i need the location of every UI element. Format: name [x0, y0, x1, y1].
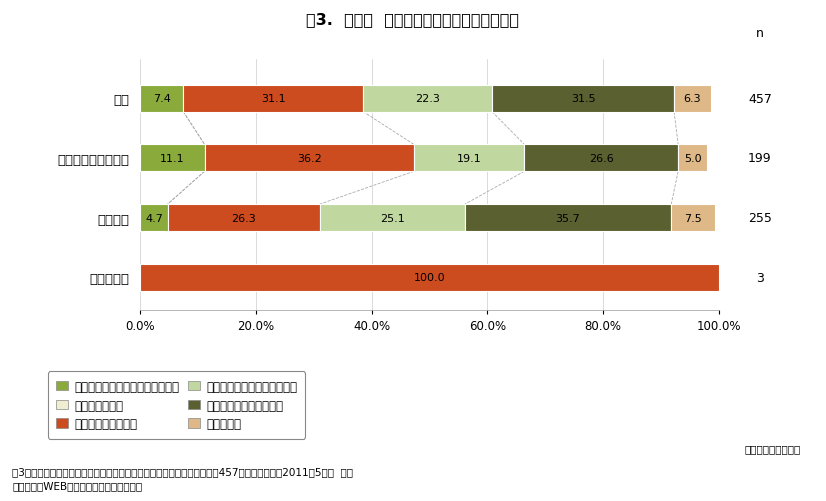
Bar [140, 86, 183, 112]
Text: 3: 3 [756, 272, 764, 284]
Text: 5.0: 5.0 [684, 153, 701, 163]
Text: 4.7: 4.7 [145, 213, 163, 223]
Text: 22.3: 22.3 [415, 94, 440, 104]
Bar [363, 86, 492, 112]
Text: 31.1: 31.1 [261, 94, 286, 104]
Text: 35.7: 35.7 [556, 213, 581, 223]
Text: 36.2: 36.2 [297, 153, 321, 163]
Bar [492, 86, 674, 112]
Text: 26.6: 26.6 [589, 153, 614, 163]
Bar [140, 145, 205, 172]
Text: n: n [756, 27, 764, 40]
Text: 11.1: 11.1 [160, 153, 185, 163]
Text: 457: 457 [748, 92, 771, 105]
Text: 100.0: 100.0 [414, 273, 445, 283]
Text: 6.3: 6.3 [683, 94, 701, 104]
Text: 199: 199 [748, 152, 771, 165]
Text: 255: 255 [748, 212, 771, 224]
Text: 矢野経済研究所作成: 矢野経済研究所作成 [745, 443, 801, 453]
Bar [168, 205, 320, 231]
Text: 25.1: 25.1 [380, 213, 405, 223]
Text: 19.1: 19.1 [457, 153, 482, 163]
Text: 7.5: 7.5 [684, 213, 702, 223]
Bar [672, 205, 714, 231]
Text: 図3.  地域別  自家発電装置の導入意欲の変化: 図3. 地域別 自家発電装置の導入意欲の変化 [306, 13, 520, 28]
Legend: 東日本大震災以降、既に導入した, ぜひ導入したい, できれば導入したい, あまり導入したいと思わない, 導入しない・不要である, わからない: 東日本大震災以降、既に導入した, ぜひ導入したい, できれば導入したい, あまり… [48, 372, 306, 439]
Bar [205, 145, 414, 172]
Text: 7.4: 7.4 [153, 94, 171, 104]
Bar [140, 205, 168, 231]
Bar [183, 86, 363, 112]
Bar [674, 86, 710, 112]
Bar [320, 205, 465, 231]
Bar [678, 145, 707, 172]
Bar [465, 205, 672, 231]
Bar [525, 145, 678, 172]
Bar [140, 265, 719, 291]
Text: 26.3: 26.3 [231, 213, 256, 223]
Text: 注3：集計対象は震災以前に自家発電システムを設置していなかった企業457件、調査時期：2011年5月、  調査: 注3：集計対象は震災以前に自家発電システムを設置していなかった企業457件、調査… [12, 466, 354, 476]
Bar [414, 145, 525, 172]
Text: 31.5: 31.5 [571, 94, 596, 104]
Text: 方法：WEBアンケート方式、単数回答: 方法：WEBアンケート方式、単数回答 [12, 480, 143, 490]
